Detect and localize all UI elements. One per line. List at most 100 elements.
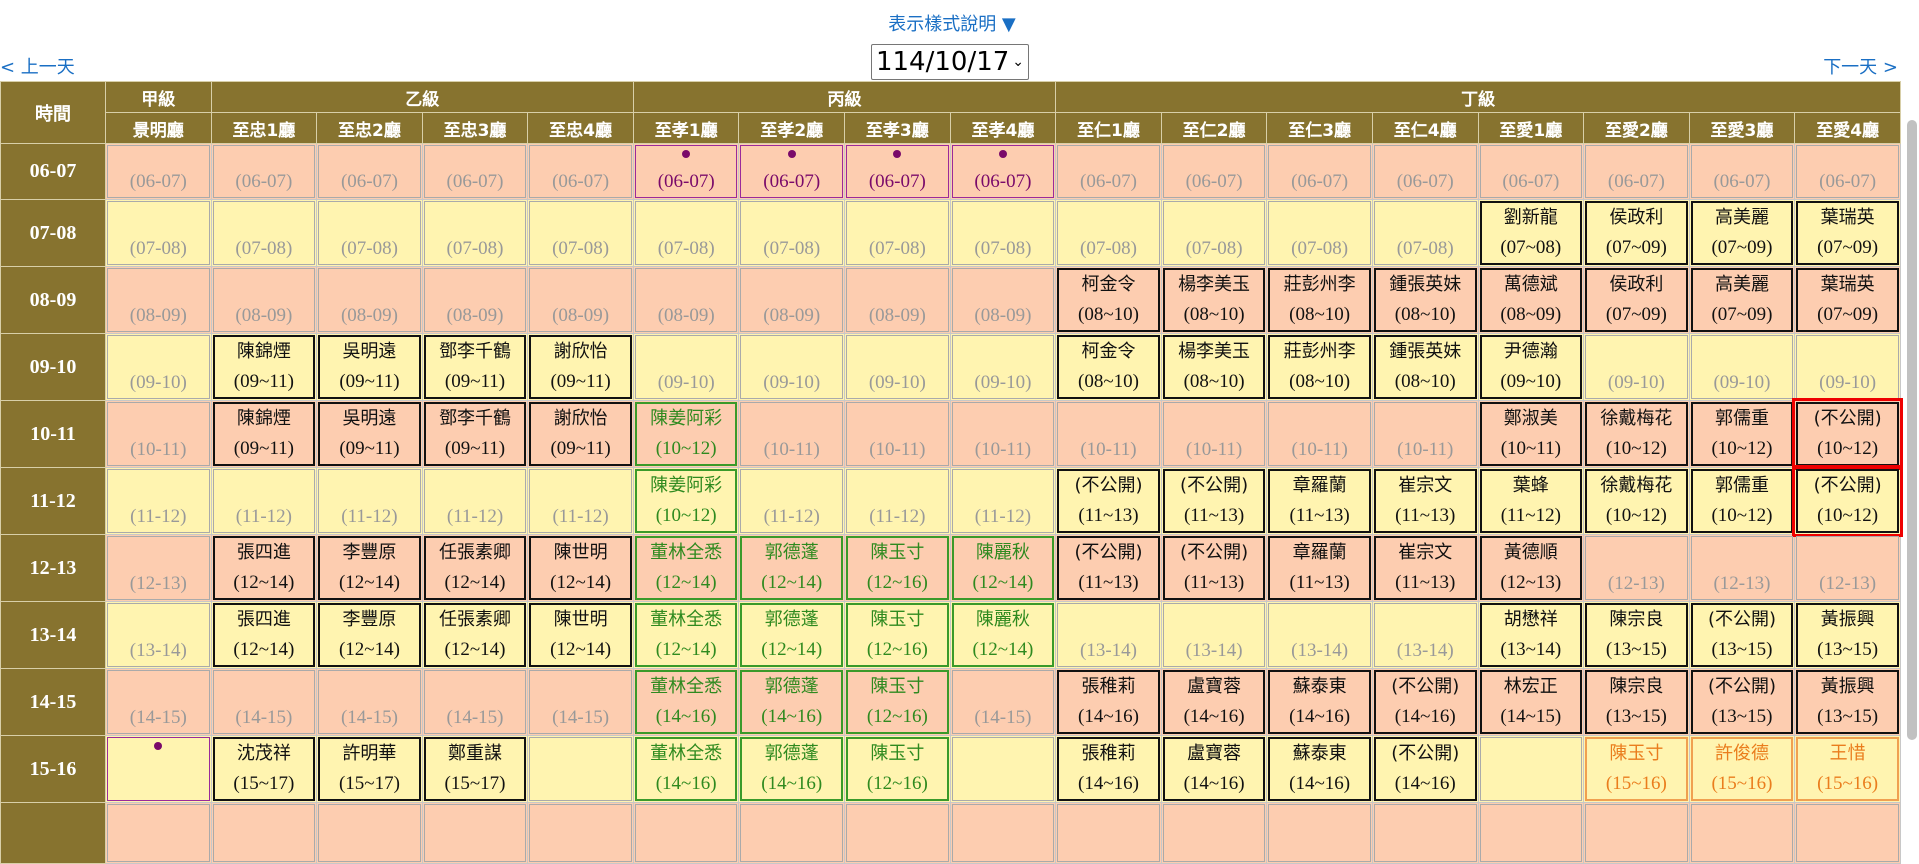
booking[interactable]: 劉新龍 (07~08) (1479, 201, 1583, 265)
booking[interactable]: 董林全悉 (14~16) (634, 670, 738, 734)
booking[interactable]: 陳玉寸 (15~16) (1585, 737, 1688, 801)
booking[interactable]: 吳明遠 (09~11) (318, 335, 421, 399)
open-slot[interactable]: (13-14) (1162, 603, 1266, 667)
open-slot[interactable]: (14-15) (951, 670, 1055, 734)
open-slot[interactable]: (13-14) (107, 603, 210, 667)
schedule-cell[interactable]: 陳錦煙 (09~11) (210, 333, 318, 401)
schedule-cell[interactable]: (06-07) (1055, 143, 1162, 200)
schedule-cell[interactable]: 鄭重謀 (15~17) (421, 735, 529, 803)
open-slot[interactable]: (06-07) (318, 145, 421, 198)
open-slot[interactable]: (06-07) (212, 145, 316, 198)
schedule-cell[interactable]: (07-08) (527, 199, 634, 267)
open-slot[interactable]: (06-07) (1479, 145, 1583, 198)
open-slot[interactable]: (07-08) (846, 201, 949, 265)
schedule-cell[interactable]: 張稚莉 (14~16) (1055, 735, 1162, 803)
schedule-cell[interactable]: (不公開) (11~13) (1160, 467, 1268, 535)
open-slot[interactable]: (07-08) (634, 201, 738, 265)
booking[interactable]: 盧寶蓉 (14~16) (1162, 737, 1266, 801)
schedule-cell[interactable]: (08-09) (105, 266, 212, 334)
open-slot[interactable]: (12-13) (1585, 536, 1688, 600)
booking[interactable]: (06-07) (634, 145, 738, 198)
booking[interactable]: 崔宗文 (11~13) (1373, 469, 1477, 533)
open-slot[interactable]: (08-09) (846, 268, 949, 332)
open-slot[interactable]: (14-15) (529, 670, 632, 734)
booking[interactable]: 蘇泰東 (14~16) (1268, 670, 1371, 734)
schedule-cell[interactable] (210, 802, 318, 864)
booking[interactable]: 莊彭州李 (08~10) (1268, 268, 1371, 332)
schedule-cell[interactable]: (11-12) (105, 467, 212, 535)
schedule-cell[interactable]: 吳明遠 (09~11) (316, 400, 423, 468)
schedule-cell[interactable]: (06-07) (1477, 143, 1585, 200)
booking[interactable]: 郭德蓬 (14~16) (740, 737, 844, 801)
schedule-cell[interactable]: 柯金令 (08~10) (1055, 266, 1162, 334)
booking[interactable]: 陳麗秋 (12~14) (951, 536, 1055, 600)
schedule-cell[interactable]: 陳宗良 (13~15) (1583, 601, 1690, 669)
open-slot[interactable]: (08-09) (529, 268, 632, 332)
open-slot[interactable]: (10-11) (846, 402, 949, 466)
open-slot[interactable]: (11-12) (107, 469, 210, 533)
schedule-cell[interactable]: 高美麗 (07~09) (1688, 266, 1796, 334)
open-slot[interactable]: (09-10) (107, 335, 210, 399)
open-slot[interactable]: (12-13) (1796, 536, 1899, 600)
schedule-cell[interactable]: (不公開) (11~13) (1055, 534, 1162, 602)
open-slot[interactable]: (10-11) (1162, 402, 1266, 466)
schedule-cell[interactable] (1477, 802, 1585, 864)
open-slot[interactable] (1268, 804, 1371, 862)
schedule-cell[interactable] (738, 802, 846, 864)
booking[interactable]: 董林全悉 (14~16) (634, 737, 738, 801)
schedule-cell[interactable]: (13-14) (1055, 601, 1162, 669)
schedule-cell[interactable]: (06-07) (421, 143, 529, 200)
booking[interactable]: 尹德瀚 (09~10) (1479, 335, 1583, 399)
booking[interactable]: 郭儒重 (10~12) (1690, 469, 1794, 533)
schedule-cell[interactable]: (10-11) (949, 400, 1057, 468)
booking[interactable]: 鄧李千鶴 (09~11) (423, 402, 527, 466)
booking[interactable]: (不公開) (11~13) (1162, 469, 1266, 533)
schedule-cell[interactable]: 鄧李千鶴 (09~11) (421, 400, 529, 468)
open-slot[interactable] (318, 804, 421, 862)
open-slot[interactable]: (07-08) (212, 201, 316, 265)
schedule-cell[interactable] (105, 735, 212, 803)
schedule-cell[interactable]: 葉瑞英 (07~09) (1794, 199, 1901, 267)
open-slot[interactable]: (10-11) (1057, 402, 1160, 466)
open-slot[interactable]: (07-08) (740, 201, 844, 265)
schedule-cell[interactable]: 葉瑞英 (07~09) (1794, 266, 1901, 334)
schedule-cell[interactable]: (06-07) (1371, 143, 1479, 200)
booking[interactable]: 葉瑞英 (07~09) (1796, 268, 1899, 332)
schedule-cell[interactable]: 王惜 (15~16) (1794, 735, 1901, 803)
open-slot[interactable]: (11-12) (846, 469, 949, 533)
schedule-cell[interactable]: (06-07) (316, 143, 423, 200)
schedule-cell[interactable]: (13-14) (1371, 601, 1479, 669)
schedule-cell[interactable]: 侯政利 (07~09) (1583, 266, 1690, 334)
open-slot[interactable] (740, 804, 844, 862)
schedule-cell[interactable]: 許明華 (15~17) (316, 735, 423, 803)
schedule-cell[interactable]: 許俊德 (15~16) (1688, 735, 1796, 803)
open-slot[interactable]: (07-08) (423, 201, 527, 265)
open-slot[interactable]: (08-09) (423, 268, 527, 332)
schedule-cell[interactable]: (13-14) (1266, 601, 1373, 669)
booking[interactable]: 徐戴梅花 (10~12) (1585, 402, 1688, 466)
booking[interactable]: 柯金令 (08~10) (1057, 268, 1160, 332)
schedule-cell[interactable] (949, 735, 1057, 803)
schedule-cell[interactable]: (10-11) (1371, 400, 1479, 468)
schedule-cell[interactable] (1477, 735, 1585, 803)
booking[interactable]: 崔宗文 (11~13) (1373, 536, 1477, 600)
schedule-cell[interactable]: 張四進 (12~14) (210, 601, 318, 669)
schedule-cell[interactable]: (08-09) (210, 266, 318, 334)
booking[interactable]: (06-07) (740, 145, 844, 198)
schedule-cell[interactable]: 侯政利 (07~09) (1583, 199, 1690, 267)
schedule-cell[interactable]: (06-07) (1688, 143, 1796, 200)
open-slot[interactable]: (12-13) (1690, 536, 1794, 600)
schedule-cell[interactable]: 鍾張英妹 (08~10) (1371, 266, 1479, 334)
booking[interactable]: 謝欣怡 (09~11) (529, 402, 632, 466)
booking[interactable]: 黃德順 (12~13) (1479, 536, 1583, 600)
schedule-cell[interactable]: 林宏正 (14~15) (1477, 668, 1585, 736)
schedule-cell[interactable]: (07-08) (105, 199, 212, 267)
open-slot[interactable]: (08-09) (212, 268, 316, 332)
schedule-cell[interactable]: (07-08) (1266, 199, 1373, 267)
schedule-cell[interactable]: (13-14) (1160, 601, 1268, 669)
booking[interactable]: 吳明遠 (09~11) (318, 402, 421, 466)
open-slot[interactable]: (06-07) (1373, 145, 1477, 198)
booking[interactable]: 鄭淑美 (10~11) (1479, 402, 1583, 466)
schedule-cell[interactable]: 胡懋祥 (13~14) (1477, 601, 1585, 669)
open-slot[interactable]: (11-12) (423, 469, 527, 533)
